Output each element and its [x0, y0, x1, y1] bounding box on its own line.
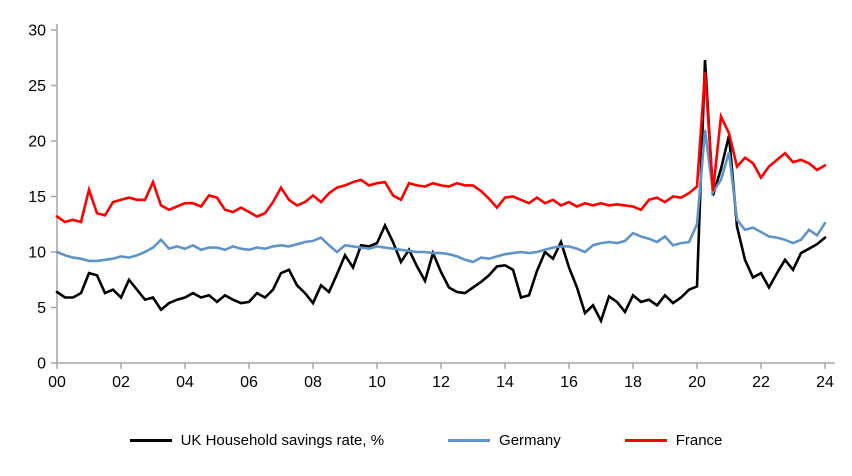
legend-swatch-germany [448, 438, 491, 442]
x-axis-tick-label: 10 [368, 374, 386, 391]
series-line-uk-household-savings-rate [55, 59, 827, 325]
x-axis-tick-label: 04 [176, 374, 194, 391]
x-axis-tick-label: 18 [624, 374, 642, 391]
y-axis-tick-label: 0 [37, 356, 46, 373]
y-axis-tick-label: 5 [37, 300, 46, 317]
series-line-france [55, 72, 827, 224]
x-axis-tick-label: 12 [432, 374, 450, 391]
legend-item-uk: UK Household savings rate, % [129, 431, 385, 449]
legend-swatch-uk [129, 438, 172, 442]
y-axis-tick-label: 15 [28, 189, 46, 206]
x-axis-tick-label: 06 [240, 374, 258, 391]
x-axis-tick-label: 08 [304, 374, 322, 391]
legend-label-germany: Germany [499, 431, 561, 449]
legend-item-germany: Germany [448, 432, 561, 449]
y-axis-tick-label: 30 [28, 23, 46, 40]
x-axis-tick-label: 24 [816, 374, 834, 391]
x-axis-tick-label: 02 [112, 374, 130, 391]
axes [56, 24, 835, 364]
legend-label-uk: UK Household savings rate, % [180, 431, 385, 449]
x-axis-tick-label: 22 [752, 374, 770, 391]
legend-swatch-france [624, 438, 667, 442]
x-axis-tick-label: 16 [560, 374, 578, 391]
legend-label-france: France [675, 431, 723, 449]
y-axis-tick-label: 20 [28, 134, 46, 151]
chart-legend: UK Household savings rate, % Germany Fra… [0, 424, 852, 456]
legend-item-france: France [624, 431, 723, 449]
y-axis-tick-label: 25 [28, 78, 46, 95]
x-axis-tick-label: 14 [496, 374, 514, 391]
x-axis-tick-label: 00 [48, 374, 66, 391]
y-axis-tick-label: 10 [28, 245, 46, 262]
series-line-germany [55, 129, 827, 264]
plot-area: 0 5 10 15 20 25 30 00 02 04 06 08 10 12 14 16 18 20 22 24 [28, 23, 835, 391]
x-axis-tick-label: 20 [688, 374, 706, 391]
